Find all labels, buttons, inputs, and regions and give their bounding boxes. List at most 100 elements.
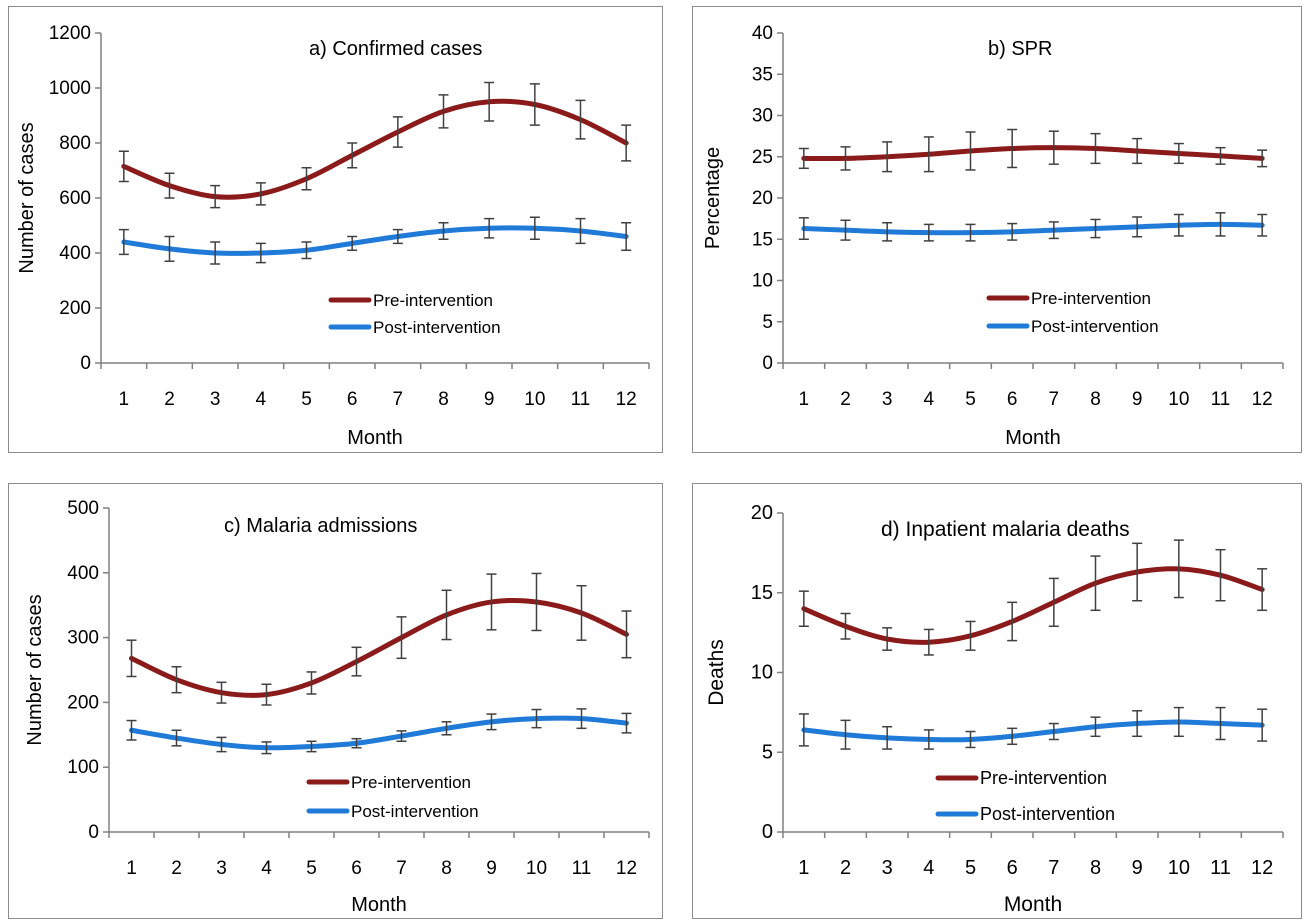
error-bar [1007,727,1018,746]
x-tick-label: 6 [351,858,362,879]
error-bar [840,612,851,640]
legend-label: Pre-intervention [980,768,1107,788]
error-bar [301,167,312,191]
error-bar [923,136,934,173]
x-tick-label: 5 [965,389,976,410]
legend-label: Pre-intervention [373,291,493,310]
x-tick-label: 9 [486,858,497,879]
y-tick-label: 20 [751,502,773,524]
x-tick-label: 2 [171,858,182,879]
x-tick-label: 11 [571,389,591,410]
x-tick-label: 2 [840,389,851,410]
y-tick-label: 200 [59,298,91,319]
y-tick-label: 1000 [49,78,91,99]
error-bar [1173,142,1184,165]
x-tick-label: 10 [526,858,547,879]
error-bar [1257,149,1268,168]
error-bar [392,116,403,148]
error-bar [1007,222,1018,241]
error-bar [255,242,266,264]
error-bar [210,241,221,265]
y-tick-label: 300 [67,628,99,649]
error-bar [529,83,540,126]
error-bar [261,683,272,706]
error-bar [923,628,934,656]
y-axis-title: Percentage [702,147,724,249]
error-bar [441,589,452,641]
error-bar [216,736,227,753]
error-bar [965,223,976,242]
y-tick-label: 800 [59,133,91,154]
error-bar [255,182,266,206]
error-bar [621,222,632,251]
error-bar [1048,722,1059,741]
error-bar [882,141,893,173]
error-bar [531,572,542,632]
chart-title: c) Malaria admissions [224,515,417,537]
error-bar [576,585,587,641]
error-bar [347,235,358,251]
error-bar [351,737,362,749]
error-bar [1007,601,1018,642]
legend-label: Pre-intervention [351,773,471,792]
x-tick-label: 1 [119,389,130,410]
error-bar [1173,706,1184,738]
error-bar [1090,218,1101,239]
legend-label: Post-intervention [351,802,479,821]
error-bar [882,222,893,242]
x-tick-label: 1 [798,857,809,879]
error-bar [798,590,809,627]
error-bar [126,639,137,678]
y-tick-label: 0 [762,821,773,843]
y-tick-label: 400 [67,563,99,584]
error-bar [923,729,934,750]
error-bar [1215,146,1226,165]
x-tick-label: 11 [572,858,592,879]
x-tick-label: 4 [261,858,272,879]
error-bar [486,713,497,731]
x-tick-label: 7 [396,858,407,879]
error-bar [396,730,407,743]
error-bar [1048,130,1059,165]
series-line-post [129,715,629,751]
y-tick-label: 0 [88,822,99,843]
error-bar [484,81,495,122]
error-bar [1090,716,1101,738]
x-tick-label: 3 [882,389,893,410]
error-bar [164,172,175,199]
error-bar [486,573,497,631]
error-bar [840,146,851,171]
x-axis-title: Month [347,427,403,449]
error-bar [575,99,586,140]
error-bar [1257,568,1268,612]
x-tick-label: 9 [1132,389,1143,410]
x-tick-label: 8 [438,389,449,410]
error-bar [1090,555,1101,612]
error-bar [1215,212,1226,237]
x-tick-label: 8 [1090,857,1101,879]
x-tick-label: 5 [306,858,317,879]
error-bar [306,740,317,753]
x-tick-label: 4 [923,857,934,879]
error-bar [1132,137,1143,165]
error-bar [392,228,403,245]
error-bar [216,681,227,704]
error-bar [484,217,495,239]
x-tick-label: 3 [210,389,221,410]
y-tick-label: 0 [762,353,773,374]
x-tick-label: 12 [616,858,637,879]
x-tick-label: 11 [1211,389,1231,410]
error-bar [306,671,317,695]
x-tick-label: 9 [1132,857,1143,879]
error-bar [923,223,934,242]
chart-title: b) SPR [988,38,1052,60]
y-tick-label: 200 [67,692,99,713]
x-tick-label: 3 [216,858,227,879]
x-tick-label: 1 [799,389,810,410]
error-bar [882,725,893,750]
error-bar [164,235,175,262]
